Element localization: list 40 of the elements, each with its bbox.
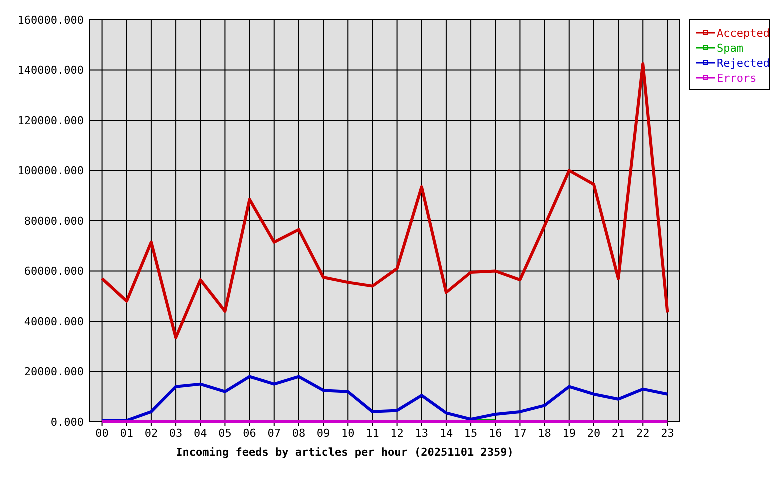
y-tick-label: 60000.000 — [24, 265, 84, 278]
x-tick-label: 18 — [538, 427, 552, 440]
line-series — [100, 62, 670, 340]
x-tick-label: 06 — [243, 427, 256, 440]
y-tick-label: 40000.000 — [24, 315, 84, 328]
x-tick-label: 17 — [514, 427, 527, 440]
y-tick-label: 0.000 — [50, 416, 84, 429]
x-tick-label: 13 — [415, 427, 428, 440]
legend-label: Accepted — [717, 26, 770, 40]
legend-label: Errors — [717, 72, 757, 85]
x-tick-label: 12 — [390, 427, 404, 440]
x-tick-label: 19 — [562, 427, 576, 440]
y-tick-label: 80000.000 — [24, 214, 84, 228]
x-tick-label: 10 — [342, 427, 355, 440]
y-tick-label: 100000.000 — [18, 164, 84, 178]
x-tick-label: 14 — [440, 427, 454, 440]
line-series — [100, 375, 670, 422]
y-tick-label: 120000.000 — [18, 114, 84, 128]
x-tick-label: 00 — [96, 427, 109, 440]
x-tick-label: 08 — [292, 427, 306, 440]
y-tick-label: 160000.000 — [18, 14, 84, 27]
x-tick-label: 04 — [194, 427, 208, 440]
x-tick-label: 15 — [464, 427, 478, 440]
x-tick-label: 05 — [218, 427, 232, 440]
x-tick-label: 09 — [316, 427, 330, 440]
x-tick-label: 22 — [636, 427, 650, 440]
x-tick-label: 07 — [268, 427, 281, 440]
y-tick-label: 20000.000 — [24, 366, 84, 379]
x-tick-label: 23 — [661, 427, 674, 440]
x-tick-label: 16 — [489, 427, 502, 440]
x-tick-label: 02 — [144, 427, 158, 440]
x-tick-label: 11 — [366, 427, 380, 440]
x-tick-label: 20 — [587, 427, 601, 440]
x-tick-label: 21 — [612, 427, 626, 440]
x-tick-label: 03 — [169, 427, 183, 440]
legend-label: Spam — [717, 42, 744, 55]
x-axis-title: Incoming feeds by articles per hour (20251101 2359) — [176, 446, 514, 459]
x-tick-label: 01 — [120, 427, 134, 440]
legend-label: Rejected — [717, 56, 770, 70]
y-tick-label: 140000.000 — [18, 64, 84, 78]
